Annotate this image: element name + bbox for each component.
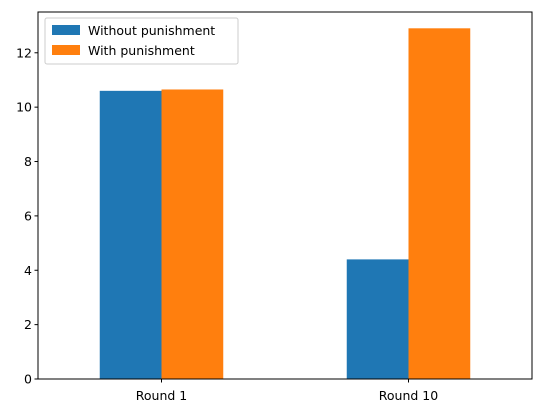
legend-swatch-with-punishment <box>52 45 80 55</box>
legend-label-without-punishment: Without punishment <box>88 23 215 38</box>
bars <box>99 28 471 380</box>
legend-box <box>44 17 239 65</box>
plot-area: 0 2 4 6 8 10 12 Round 1 Round 10 <box>16 11 533 403</box>
legend: Without punishment With punishment <box>44 17 239 65</box>
x-axis: Round 1 Round 10 <box>136 379 438 403</box>
y-tick-label: 6 <box>24 208 32 223</box>
y-tick-label: 4 <box>24 263 32 278</box>
bar-with-punishment-round-10 <box>408 28 471 380</box>
y-axis: 0 2 4 6 8 10 12 <box>16 45 38 387</box>
plot-frame <box>37 11 533 380</box>
y-tick-label: 10 <box>16 100 32 115</box>
legend-swatch-without-punishment <box>52 25 80 35</box>
x-tick-label-round-10: Round 10 <box>379 388 438 403</box>
y-tick-label: 12 <box>16 45 32 60</box>
bar-with-punishment-round-1 <box>161 89 224 379</box>
y-tick-label: 2 <box>24 317 32 332</box>
bar-without-punishment-round-10 <box>346 259 409 379</box>
y-tick-label: 8 <box>24 154 32 169</box>
x-tick-label-round-1: Round 1 <box>136 388 187 403</box>
legend-label-with-punishment: With punishment <box>88 43 195 58</box>
bar-without-punishment-round-1 <box>99 90 162 379</box>
y-tick-label: 0 <box>24 372 32 387</box>
